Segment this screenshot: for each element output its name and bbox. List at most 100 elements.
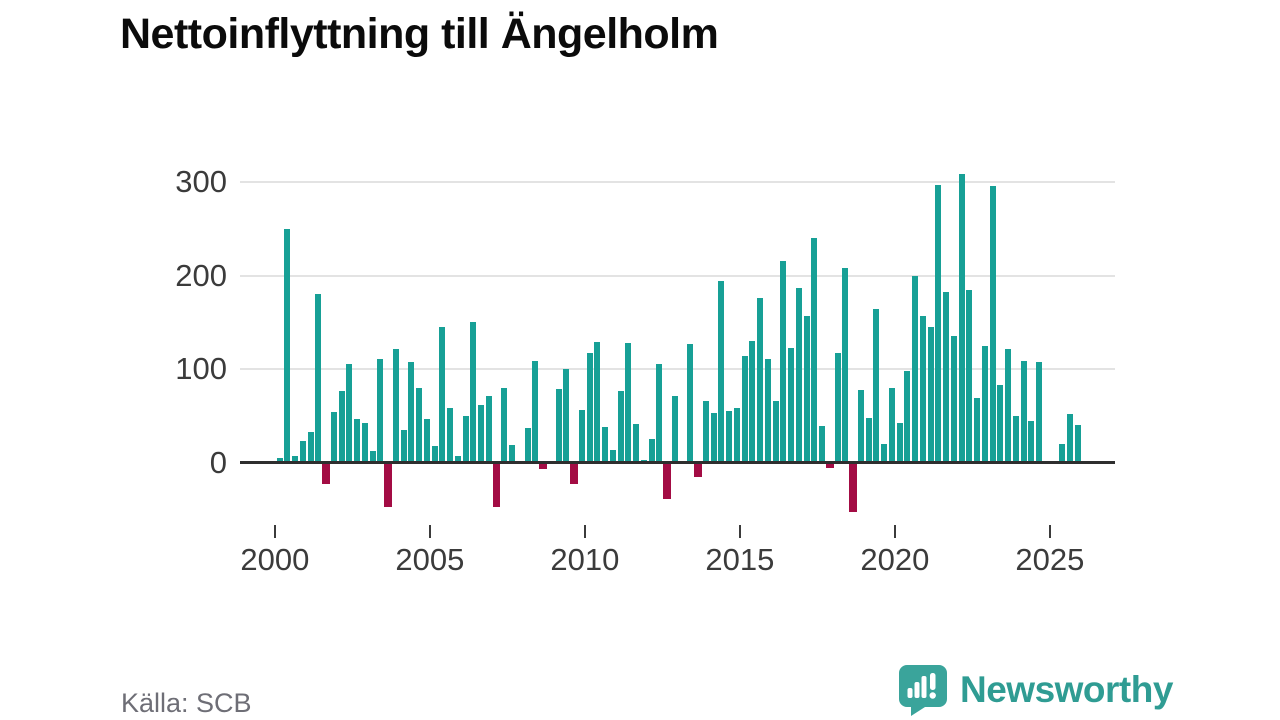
bar <box>943 292 949 463</box>
bar <box>617 390 624 463</box>
bar <box>524 428 531 463</box>
gridline <box>240 368 1115 371</box>
bar <box>299 441 306 463</box>
bar <box>501 388 508 463</box>
x-axis-tick-label: 2000 <box>240 542 310 577</box>
bar <box>578 409 585 463</box>
bar <box>384 464 392 508</box>
bar <box>764 358 771 463</box>
bar <box>447 407 453 463</box>
bar <box>377 358 384 463</box>
x-axis-tick-mark <box>893 525 897 538</box>
bar <box>718 281 725 463</box>
bar <box>904 371 911 463</box>
bar <box>408 361 415 463</box>
bar <box>694 464 702 478</box>
bar <box>950 335 957 463</box>
bar <box>749 341 756 463</box>
bar <box>671 395 678 463</box>
bar <box>555 388 562 463</box>
bar <box>811 238 818 463</box>
bar <box>1028 420 1035 463</box>
x-axis-tick-mark <box>583 525 587 538</box>
bar <box>788 347 794 463</box>
bar <box>361 422 368 463</box>
bar <box>974 398 980 463</box>
bar <box>1012 416 1019 463</box>
bar <box>322 464 330 484</box>
bar <box>896 422 903 463</box>
bar <box>330 412 337 463</box>
bar <box>819 426 825 463</box>
bar <box>927 327 934 463</box>
bar <box>663 464 671 499</box>
bar <box>772 401 779 463</box>
bar <box>1059 444 1066 463</box>
bar <box>563 369 570 463</box>
bar <box>1067 414 1073 463</box>
bar <box>570 464 578 484</box>
bar <box>687 343 694 463</box>
bar <box>369 450 376 463</box>
bar <box>842 268 849 463</box>
chart-title: Nettoinflyttning till Ängelholm <box>120 10 719 58</box>
bar <box>478 404 484 463</box>
bar <box>431 446 438 463</box>
bar <box>470 322 477 463</box>
bar <box>454 455 461 463</box>
bar <box>834 353 841 463</box>
bar <box>648 438 655 463</box>
bar <box>1036 361 1042 463</box>
bar <box>710 413 717 463</box>
bar <box>656 363 663 463</box>
bar <box>346 363 353 463</box>
bar <box>439 327 446 463</box>
bar <box>539 464 547 469</box>
bar <box>803 315 810 463</box>
bar <box>338 390 345 463</box>
brand-name: Newsworthy <box>960 669 1173 710</box>
bar <box>1020 360 1027 463</box>
bar <box>354 418 360 463</box>
bar <box>888 388 895 463</box>
source-note: Källa: SCB <box>121 688 252 718</box>
bar <box>400 430 407 463</box>
x-axis-tick-label: 2015 <box>705 542 775 577</box>
bar <box>873 309 880 463</box>
bar <box>780 260 787 463</box>
gridline <box>240 274 1115 277</box>
bar <box>919 315 926 463</box>
x-axis-line <box>240 460 1115 464</box>
bar <box>726 411 732 463</box>
x-axis-tick-label: 2010 <box>550 542 620 577</box>
bar <box>966 289 973 463</box>
bar <box>423 418 430 463</box>
bar <box>989 186 996 463</box>
bar <box>586 353 593 463</box>
bar <box>702 401 709 463</box>
bar <box>997 385 1004 463</box>
bar <box>795 287 802 463</box>
bar <box>1005 348 1011 463</box>
x-axis-tick-mark <box>428 525 432 538</box>
bar <box>602 427 608 463</box>
bar <box>757 298 763 463</box>
bar <box>741 356 748 463</box>
bar <box>485 395 492 463</box>
bar <box>733 407 740 463</box>
bar <box>392 348 399 463</box>
bar <box>958 174 965 463</box>
bar <box>857 389 864 463</box>
bar <box>935 184 942 463</box>
bar <box>849 464 857 512</box>
bar <box>609 449 616 463</box>
y-axis-tick-label: 0 <box>209 445 227 480</box>
bar <box>633 423 639 463</box>
bar <box>416 388 422 463</box>
y-axis-tick-label: 200 <box>175 257 227 293</box>
y-axis-tick-label: 100 <box>175 351 227 387</box>
x-axis-tick-label: 2025 <box>1015 542 1085 577</box>
x-axis-tick-mark <box>1048 525 1052 538</box>
